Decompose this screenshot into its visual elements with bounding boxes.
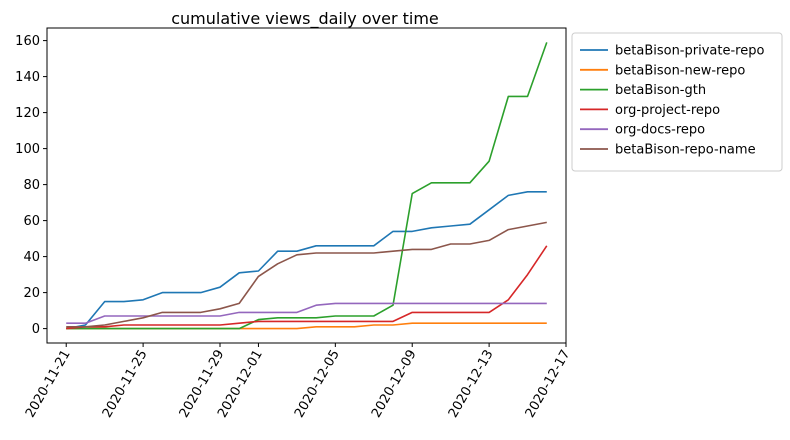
chart-title: cumulative views_daily over time [171,9,439,29]
x-tick-label: 2020-11-21 [23,348,74,421]
x-axis: 2020-11-21 2020-11-25 2020-11-292020-12-01… [23,343,574,421]
x-tick-label: 2020-12-09 [369,348,420,421]
legend-label: betaBison-private-repo [615,44,764,59]
x-tick-label: 2020-11-25 [100,348,151,421]
y-tick-label: 0 [32,322,40,337]
y-tick-label: 40 [23,250,40,265]
y-tick-label: 160 [15,34,40,49]
y-tick-label: 20 [23,286,40,301]
series-line-1 [66,322,547,330]
series-line-0 [66,191,547,330]
legend-label: betaBison-gth [615,83,706,98]
y-axis: 0 20 40 60 80 100 120 140 160 [15,34,47,337]
x-tick-label: 2020-12-13 [446,347,497,420]
legend-label: org-project-repo [615,103,720,118]
series-line-5 [66,221,547,328]
x-tick-label: 2020-12-17 [523,348,574,421]
x-tick-label: 2020-12-05 [292,348,343,421]
legend-label: betaBison-new-repo [615,63,745,78]
series-line-3 [66,245,548,330]
series-line-4 [66,302,547,325]
y-tick-label: 140 [15,70,40,85]
y-tick-label: 100 [15,142,40,157]
plot-frame [46,27,567,344]
series-line-2 [66,42,548,330]
legend-box [571,32,783,172]
plot-lines [66,42,548,330]
y-tick-label: 60 [23,214,40,229]
legend-label: org-docs-repo [615,123,705,138]
legend-label: betaBison-repo-name [615,143,756,158]
y-tick-label: 120 [15,106,40,121]
y-tick-label: 80 [23,178,40,193]
legend: betaBison-private-repo betaBison-new-repo… [571,32,783,172]
